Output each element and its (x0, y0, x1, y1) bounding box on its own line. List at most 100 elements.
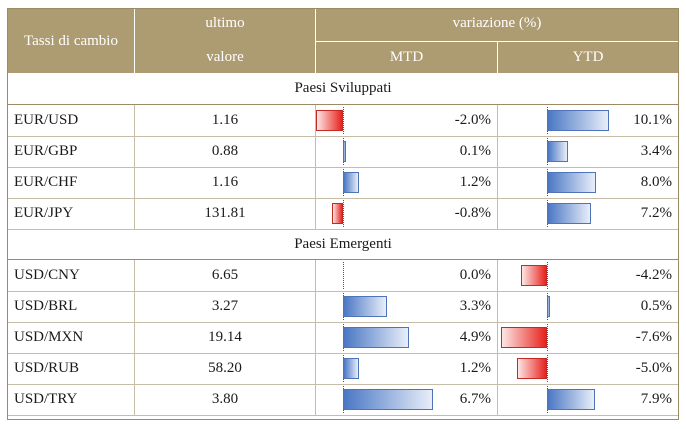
header-mtd: MTD (389, 49, 424, 65)
last-value: 58.20 (208, 360, 242, 376)
last-value: 131.81 (204, 205, 246, 221)
pair-label: USD/RUB (14, 360, 80, 376)
table-row: EUR/CHF 1.16 1.2% 8.0% (8, 167, 678, 199)
ytd-bar (547, 389, 596, 410)
pair-label: USD/MXN (14, 329, 84, 345)
ytd-axis (547, 355, 548, 382)
table-row: EUR/GBP 0.88 0.1% 3.4% (8, 136, 678, 168)
mtd-change: 0.1% (459, 143, 491, 159)
mtd-bar (343, 296, 388, 317)
header-divider (315, 9, 316, 73)
ytd-change: 0.5% (640, 298, 672, 314)
cell-divider (134, 105, 135, 136)
cell-divider (315, 322, 316, 353)
mtd-change: 6.7% (459, 391, 491, 407)
ytd-change: 8.0% (640, 174, 672, 190)
header-last-line2: valore (206, 49, 244, 65)
header-ytd: YTD (572, 49, 604, 65)
cell-divider (134, 384, 135, 415)
ytd-axis (547, 324, 548, 351)
cell-divider (497, 353, 498, 384)
last-value: 3.80 (211, 391, 239, 407)
cell-divider (497, 167, 498, 198)
cell-divider (134, 136, 135, 167)
mtd-bar (343, 358, 360, 379)
ytd-bar (547, 203, 591, 224)
cell-divider (315, 105, 316, 136)
header-last-line1: ultimo (205, 15, 245, 31)
cell-divider (315, 167, 316, 198)
table-row: EUR/JPY 131.81 -0.8% 7.2% (8, 198, 678, 230)
cell-divider (315, 260, 316, 291)
cell-divider (497, 291, 498, 322)
table-row: USD/MXN 19.14 4.9% -7.6% (8, 322, 678, 354)
header-change: variazione (%) (452, 15, 542, 31)
cell-divider (134, 291, 135, 322)
header-pair: Tassi di cambio (24, 33, 118, 49)
cell-divider (134, 167, 135, 198)
mtd-axis (343, 200, 344, 227)
cell-divider (315, 198, 316, 229)
mtd-bar (332, 203, 343, 224)
ytd-bar (547, 172, 596, 193)
last-value: 1.16 (211, 112, 239, 128)
section-title: Paesi Emergenti (8, 229, 678, 260)
mtd-bar (343, 327, 409, 348)
last-value: 6.65 (211, 267, 239, 283)
cell-divider (134, 198, 135, 229)
pair-label: USD/CNY (14, 267, 80, 283)
mtd-bar (343, 389, 433, 410)
ytd-bar (521, 265, 547, 286)
ytd-change: -7.6% (635, 329, 672, 345)
cell-divider (315, 291, 316, 322)
section-title: Paesi Sviluppati (8, 73, 678, 105)
ytd-change: 10.1% (633, 112, 672, 128)
mtd-bar (343, 141, 346, 162)
mtd-change: 1.2% (459, 360, 491, 376)
pair-label: EUR/CHF (14, 174, 78, 190)
cell-divider (497, 322, 498, 353)
last-value: 3.27 (211, 298, 239, 314)
pair-label: USD/TRY (14, 391, 78, 407)
cell-divider (497, 198, 498, 229)
header-divider (497, 42, 498, 73)
last-value: 19.14 (208, 329, 242, 345)
cell-divider (497, 105, 498, 136)
mtd-axis (343, 262, 344, 289)
ytd-bar (516, 358, 547, 379)
mtd-change: 0.0% (459, 267, 491, 283)
ytd-change: 3.4% (640, 143, 672, 159)
table-row: USD/TRY 3.80 6.7% 7.9% (8, 384, 678, 416)
cell-divider (134, 260, 135, 291)
header-divider (134, 9, 135, 73)
table-row: EUR/USD 1.16 -2.0% 10.1% (8, 105, 678, 137)
ytd-bar (547, 296, 551, 317)
pair-label: USD/BRL (14, 298, 78, 314)
last-value: 0.88 (211, 143, 239, 159)
cell-divider (497, 384, 498, 415)
table-row: USD/BRL 3.27 3.3% 0.5% (8, 291, 678, 323)
ytd-change: -5.0% (635, 360, 672, 376)
ytd-change: -4.2% (635, 267, 672, 283)
mtd-change: -0.8% (454, 205, 491, 221)
last-value: 1.16 (211, 174, 239, 190)
table-header: Tassi di cambio ultimo valore variazione… (8, 9, 678, 73)
cell-divider (315, 353, 316, 384)
ytd-change: 7.9% (640, 391, 672, 407)
mtd-change: 1.2% (459, 174, 491, 190)
fx-rates-table: Tassi di cambio ultimo valore variazione… (7, 8, 679, 420)
mtd-change: -2.0% (454, 112, 491, 128)
ytd-bar (547, 110, 609, 131)
pair-label: EUR/USD (14, 112, 79, 128)
mtd-change: 3.3% (459, 298, 491, 314)
mtd-axis (343, 107, 344, 134)
cell-divider (497, 136, 498, 167)
cell-divider (315, 384, 316, 415)
mtd-change: 4.9% (459, 329, 491, 345)
ytd-axis (547, 262, 548, 289)
header-divider (316, 41, 678, 42)
mtd-bar (316, 110, 343, 131)
cell-divider (134, 322, 135, 353)
table-row: USD/RUB 58.20 1.2% -5.0% (8, 353, 678, 385)
ytd-bar (500, 327, 547, 348)
